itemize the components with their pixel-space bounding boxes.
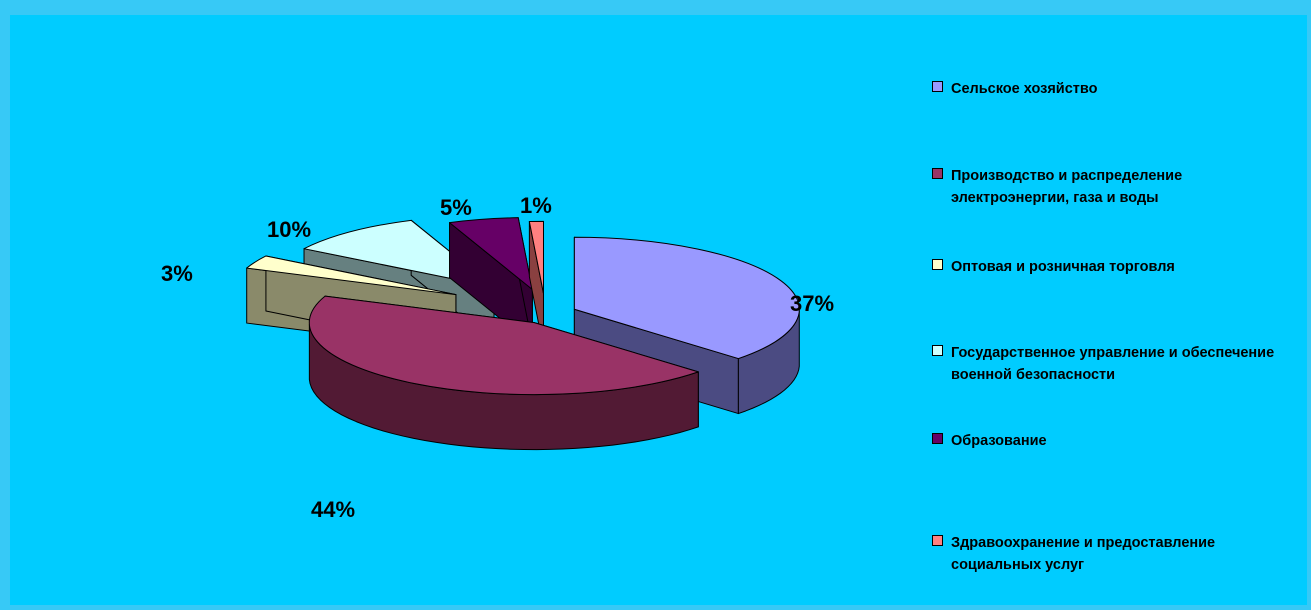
pie-chart [246,217,800,451]
legend-swatch [932,168,943,179]
legend: Сельское хозяйство Производство и распред… [932,15,1302,605]
slice-value-label: 1% [520,193,552,218]
slice-value-label: 37% [790,291,835,316]
legend-label: Образование [951,433,1047,449]
pie-slice [449,217,533,346]
slice-value-label: 44% [311,497,356,522]
legend-label: Производство и распределение электроэнер… [951,168,1183,206]
legend-swatch [932,433,943,444]
legend-swatch [932,81,943,92]
slice-value-label: 3% [161,261,193,286]
pie-slice [308,295,699,451]
slice-value-label: 5% [440,195,472,220]
chart-area: 10% 5% 1% 3% 37% 44% Сельское хозяйство Произв… [10,15,1307,605]
legend-label: Оптовая и розничная торговля [951,259,1175,275]
legend-swatch [932,535,943,546]
legend-label: Здравоохранение и предоставление социаль… [951,535,1216,573]
legend-label: Сельское хозяйство [951,81,1098,97]
pie-slice [528,220,544,349]
legend-label: Государственное управление и обеспечение… [951,345,1275,383]
legend-swatch [932,259,943,270]
slice-value-label: 10% [267,217,312,242]
legend-swatch [932,345,943,356]
